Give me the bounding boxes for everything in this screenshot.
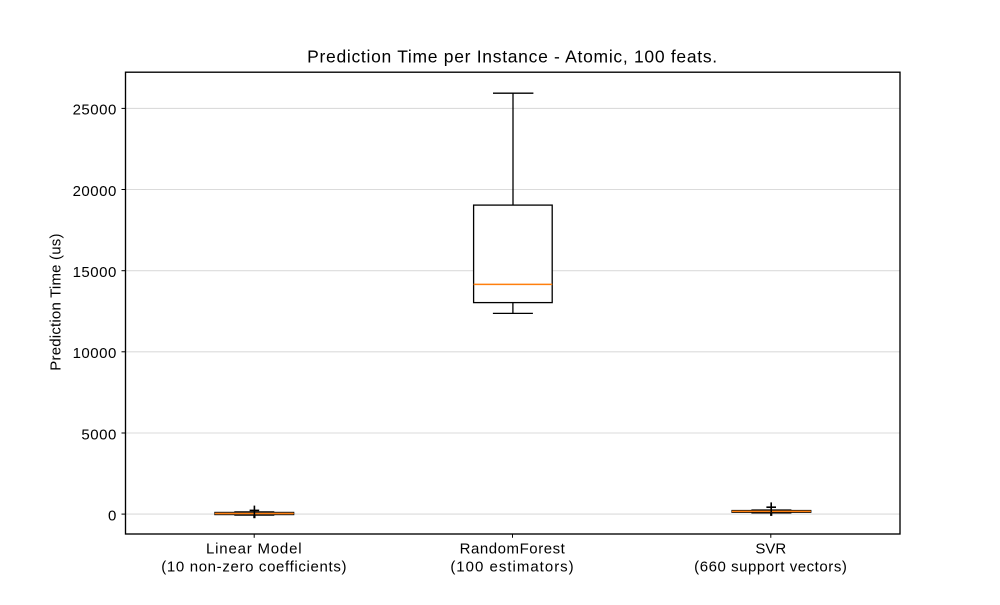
svg-text:0: 0	[108, 507, 117, 524]
svg-text:10000: 10000	[73, 345, 117, 362]
svg-text:Linear Model: Linear Model	[206, 541, 302, 558]
svg-text:(100 estimators): (100 estimators)	[450, 558, 574, 575]
svg-text:SVR: SVR	[755, 541, 786, 558]
svg-text:5000: 5000	[81, 426, 116, 443]
svg-text:(10 non-zero coefficients): (10 non-zero coefficients)	[161, 558, 347, 575]
svg-text:15000: 15000	[73, 264, 117, 281]
svg-text:20000: 20000	[73, 183, 117, 200]
svg-text:(660 support vectors): (660 support vectors)	[694, 558, 847, 575]
svg-text:RandomForest: RandomForest	[460, 541, 566, 558]
svg-text:Prediction Time (us): Prediction Time (us)	[48, 233, 65, 370]
svg-text:Prediction Time per Instance -: Prediction Time per Instance - Atomic, 1…	[307, 47, 718, 67]
svg-text:25000: 25000	[73, 102, 117, 119]
